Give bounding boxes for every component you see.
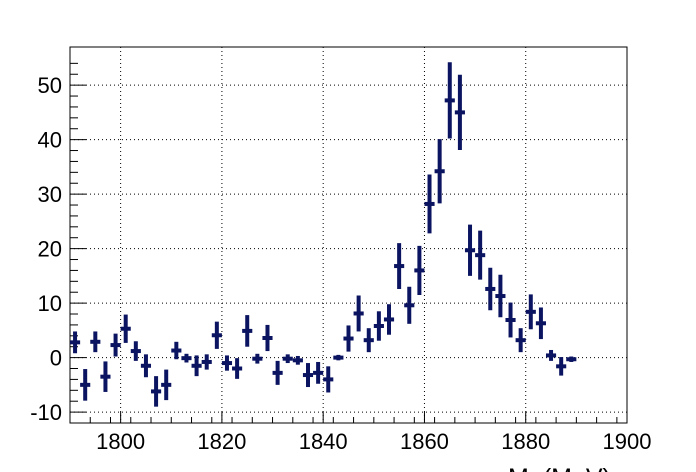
data-point xyxy=(525,294,536,330)
data-point xyxy=(282,354,293,364)
y-tick-label: 40 xyxy=(38,128,62,153)
data-point xyxy=(404,286,415,324)
x-tick-label: 1800 xyxy=(96,429,145,454)
data-point xyxy=(171,341,182,360)
data-point xyxy=(140,354,152,378)
x-tick-label: 1900 xyxy=(603,429,652,454)
x-axis-label: M (MeV) xyxy=(508,464,611,472)
data-point xyxy=(383,304,395,335)
data-point xyxy=(505,302,516,338)
y-tick-label: 30 xyxy=(38,182,62,207)
data-point xyxy=(201,354,212,370)
data-point xyxy=(242,315,253,347)
data-point xyxy=(485,267,496,311)
data-point xyxy=(262,324,273,352)
data-point xyxy=(444,62,455,139)
plot-frame xyxy=(69,46,628,424)
data-point xyxy=(333,354,344,361)
data-point xyxy=(272,360,283,385)
data-point xyxy=(151,376,162,407)
tick-labels: 1800 1820 1840 1860 1880 1900 -10 0 10 20 30 40 50 xyxy=(30,73,651,454)
data-point xyxy=(110,333,121,357)
data-point xyxy=(211,321,222,349)
data-point xyxy=(475,230,486,280)
data-point xyxy=(515,328,526,353)
data-point xyxy=(545,349,557,361)
data-point xyxy=(464,224,476,276)
x-axis-label-unit: (MeV) xyxy=(543,464,611,472)
data-point xyxy=(181,353,192,363)
data-point xyxy=(221,355,233,371)
data-point xyxy=(373,311,384,341)
data-point xyxy=(252,353,263,364)
data-point xyxy=(414,245,425,295)
x-tick-label: 1840 xyxy=(299,429,348,454)
x-tick-label: 1860 xyxy=(400,429,449,454)
data-point xyxy=(161,369,172,401)
data-point xyxy=(343,325,354,352)
data-point xyxy=(302,363,314,388)
data-point xyxy=(495,274,506,318)
data-point xyxy=(292,355,303,365)
data-point xyxy=(434,139,445,204)
x-tick-label: 1880 xyxy=(501,429,550,454)
data-point xyxy=(120,314,131,343)
y-tick-label: 0 xyxy=(50,346,62,371)
data-point xyxy=(70,331,81,354)
data-point xyxy=(454,74,465,150)
data-point xyxy=(363,328,374,353)
x-tick-label: 1820 xyxy=(197,429,246,454)
axis-ticks xyxy=(69,62,628,423)
data-point xyxy=(556,357,567,376)
y-tick-label: 20 xyxy=(38,237,62,262)
data-point xyxy=(232,358,243,379)
data-point xyxy=(313,361,324,384)
data-point xyxy=(424,174,435,234)
data-point xyxy=(100,361,111,392)
y-tick-label: 10 xyxy=(38,291,62,316)
data-points xyxy=(70,62,577,407)
y-tick-label: -10 xyxy=(30,400,62,425)
data-point xyxy=(566,356,577,362)
grid-lines xyxy=(70,47,627,423)
data-point xyxy=(130,341,141,361)
x-axis-label-symbol: M xyxy=(508,464,529,472)
data-point xyxy=(80,369,91,401)
data-point xyxy=(353,295,364,332)
data-point xyxy=(535,307,546,340)
y-tick-label: 50 xyxy=(38,73,62,98)
data-point xyxy=(191,355,202,377)
data-point xyxy=(90,331,101,353)
data-point xyxy=(394,243,405,289)
data-point xyxy=(323,366,334,393)
